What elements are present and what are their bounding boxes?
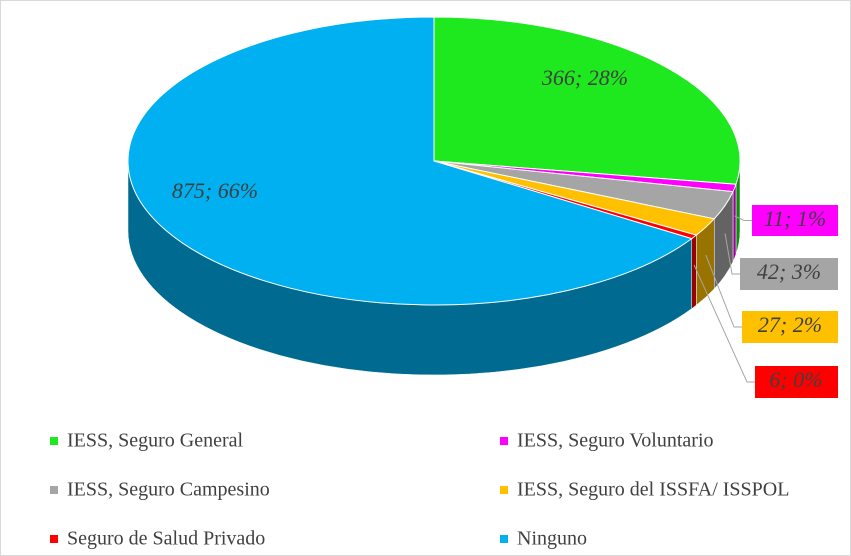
- legend-label: IESS, Seguro General: [67, 430, 244, 452]
- data-label: 11; 1%: [764, 206, 827, 231]
- legend-label: IESS, Seguro del ISSFA/ ISSPOL: [517, 479, 789, 501]
- legend-swatch: [50, 486, 58, 494]
- slice-side: [691, 234, 697, 310]
- data-label: 42; 3%: [757, 259, 821, 284]
- legend-swatch: [500, 437, 508, 445]
- label-box: [752, 205, 838, 236]
- legend-swatch: [50, 437, 58, 445]
- legend-label: IESS, Seguro Voluntario: [517, 430, 714, 452]
- leader-line: [705, 254, 742, 328]
- slice-side: [732, 184, 737, 262]
- legend-label: IESS, Seguro Campesino: [67, 479, 270, 501]
- data-label: 366; 28%: [541, 65, 628, 90]
- slice: [433, 16, 741, 185]
- data-label: 27; 2%: [758, 312, 822, 337]
- legend-label: Seguro de Salud Privado: [67, 528, 265, 550]
- legend-label: Ninguno: [517, 528, 587, 550]
- label-box: [740, 258, 838, 290]
- leader-line: [693, 264, 755, 383]
- legend-swatch: [500, 535, 508, 543]
- leader-line: [724, 233, 740, 275]
- label-box: [755, 366, 838, 398]
- legend-swatch: [50, 535, 58, 543]
- legend-swatch: [500, 486, 508, 494]
- label-box: [742, 311, 838, 343]
- data-label: 875; 66%: [172, 178, 258, 203]
- leader-line: [734, 215, 752, 221]
- data-label: 6; 0%: [769, 367, 822, 392]
- slice: [127, 16, 693, 306]
